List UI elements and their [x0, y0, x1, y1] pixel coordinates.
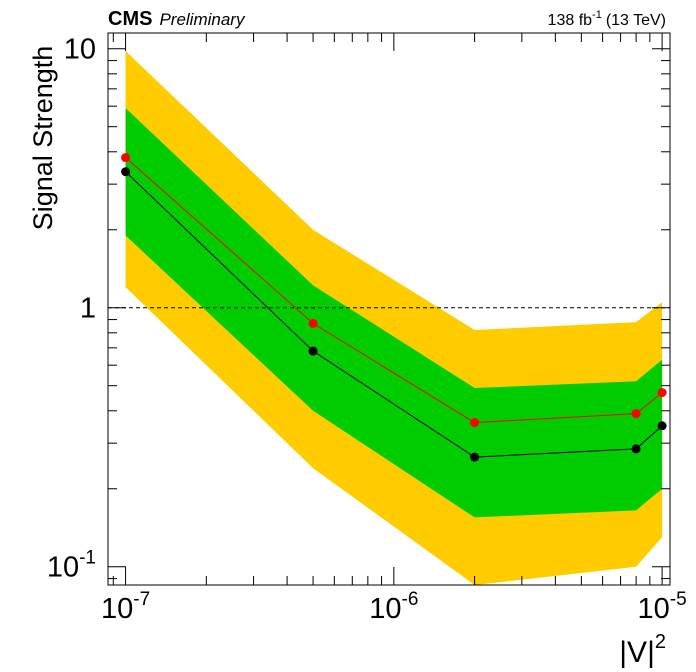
y-tick-label-base: 10: [64, 34, 96, 66]
header-label: CMS Preliminary: [108, 8, 246, 30]
status-label: Preliminary: [159, 10, 246, 29]
plot-frame: [107, 32, 671, 586]
x-tick-label: 10-5: [638, 589, 687, 625]
x-tick-label-exponent: -6: [402, 589, 419, 610]
x-tick-label: 10-6: [369, 589, 418, 625]
observed-point: [657, 421, 667, 431]
x-axis-label-exponent: 2: [655, 631, 666, 653]
observed-point: [470, 452, 480, 462]
uncertainty-bands: [125, 51, 663, 585]
x-axis-label: |V|2: [619, 631, 666, 669]
energy-label: (13 TeV): [606, 12, 666, 29]
limit-series: [121, 153, 667, 462]
x-tick-label-base: 10: [369, 593, 401, 625]
x-tick-label-base: 10: [101, 593, 133, 625]
x-axis-label-base: |V|: [619, 636, 655, 669]
lumi-value: 138 fb: [548, 12, 593, 29]
y-tick-label: 1: [80, 293, 96, 325]
observed-point: [121, 167, 131, 177]
observed-point: [631, 444, 641, 454]
expected-point: [657, 388, 667, 398]
experiment-label: CMS: [108, 8, 152, 30]
y-tick-label-exponent: -1: [79, 548, 96, 569]
expected-point: [308, 318, 318, 328]
y-tick-label: 10-1: [47, 548, 96, 584]
lumi-label: 138 fb-1 (13 TeV): [548, 9, 666, 29]
y-tick-label: 10: [64, 34, 96, 66]
y-axis-label: Signal Strength: [28, 46, 58, 231]
y-tick-label-base: 10: [47, 552, 79, 584]
observed-point: [308, 346, 318, 356]
expected-point: [631, 409, 641, 419]
expected-point: [121, 153, 131, 163]
expected-point: [470, 418, 480, 428]
y-tick-label-base: 1: [80, 293, 96, 325]
x-tick-label-exponent: -7: [133, 589, 150, 610]
lumi-exponent: -1: [592, 9, 602, 21]
band-68-area: [125, 108, 663, 518]
x-tick-label: 10-7: [101, 589, 150, 625]
x-tick-label-base: 10: [638, 593, 670, 625]
axis-ticks: [108, 33, 670, 585]
x-tick-label-exponent: -5: [670, 589, 687, 610]
